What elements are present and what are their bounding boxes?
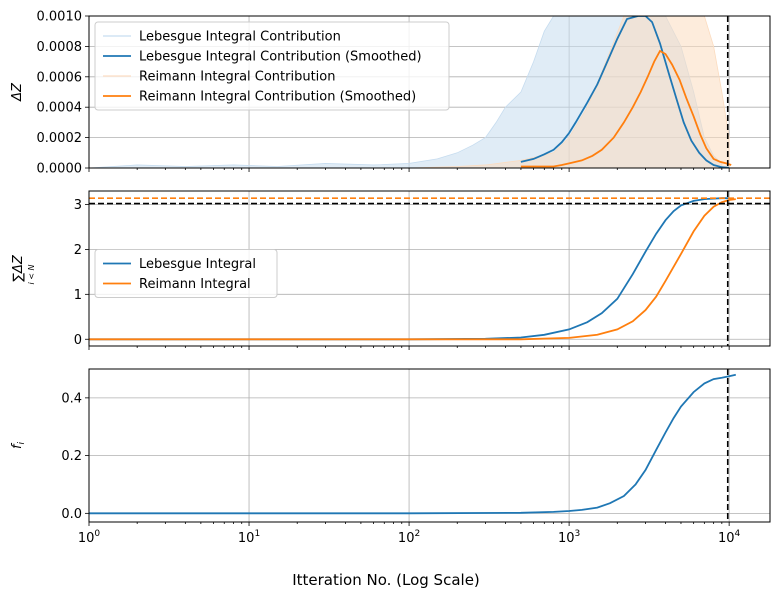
y-tick-label: 0 — [74, 333, 82, 348]
y-tick-label: 0.0002 — [37, 131, 83, 146]
legend-entry: Lebesgue Integral — [139, 257, 256, 272]
x-tick-label: 102 — [398, 529, 420, 546]
y-ticks: 0.0 0.2 0.4 — [61, 391, 89, 522]
legend-frame — [94, 249, 278, 298]
legend-entry: Reimann Integral Contribution (Smoothed) — [139, 90, 416, 105]
series-4-line — [520, 49, 732, 168]
series-2-line — [89, 198, 736, 341]
legend-frame — [94, 21, 450, 111]
series-1-line — [89, 197, 730, 341]
y-tick-label: 0.0 — [61, 507, 82, 522]
y-tick-label: 0.0008 — [37, 40, 83, 55]
grid — [88, 369, 770, 522]
y-ticks: 0.0000 0.0002 0.0004 0.0006 0.0008 0.0010 — [37, 10, 89, 177]
y-tick-label: 0.2 — [61, 449, 82, 464]
legend-entry: Reimann Integral — [139, 277, 251, 292]
y-tick-label: 2 — [74, 243, 82, 258]
y-axis-label: ∑ΔZ — [11, 254, 26, 282]
y-tick-label: 0.0000 — [37, 162, 83, 177]
series-3-raw — [409, 16, 730, 168]
cumulative-sum-panel: 0 1 2 3 ∑ΔZ i < N Lebesgue Integral Reimann Int… — [11, 190, 771, 350]
legend-entry: Reimann Integral Contribution — [139, 70, 336, 85]
series-2-line — [520, 16, 730, 168]
x-tick-label: 104 — [718, 529, 741, 546]
x-tick-label: 100 — [78, 529, 101, 546]
delta-z-panel: 0.0000 0.0002 0.0004 0.0006 0.0008 0.0010 ΔZ Le… — [10, 10, 771, 177]
legend: Lebesgue Integral Reimann Integral — [94, 249, 278, 298]
y-axis-label: fi — [10, 441, 27, 449]
y-tick-label: 3 — [74, 198, 82, 213]
y-axis-label-sub: i < N — [27, 264, 36, 284]
y-ticks: 0 1 2 3 — [74, 198, 89, 348]
axes-frame — [88, 190, 771, 347]
series-1-line — [89, 373, 736, 515]
y-tick-label: 0.0006 — [37, 70, 83, 85]
x-ticks: 100 101 102 103 104 — [78, 522, 741, 546]
legend: Lebesgue Integral Contribution Lebesgue I… — [94, 21, 450, 111]
figure-xlabel: Itteration No. (Log Scale) — [292, 571, 480, 589]
y-tick-label: 0.4 — [61, 391, 82, 406]
x-ticks — [88, 168, 730, 172]
x-tick-label: 101 — [238, 529, 260, 546]
plot-area — [89, 16, 732, 168]
fraction-panel: 100 101 102 103 104 0.0 0.2 0.4 fi — [10, 368, 771, 546]
y-tick-label: 1 — [74, 288, 82, 303]
y-tick-label: 0.0004 — [37, 101, 83, 116]
x-ticks — [88, 346, 730, 350]
plot-area — [89, 191, 770, 346]
legend-entry: Lebesgue Integral Contribution (Smoothed… — [139, 50, 422, 65]
legend-entry: Lebesgue Integral Contribution — [139, 30, 341, 45]
y-axis-label: ΔZ — [10, 82, 25, 102]
x-tick-label: 103 — [558, 529, 580, 546]
plot-area — [89, 369, 736, 522]
axes-frame — [88, 15, 771, 169]
axes-frame — [88, 368, 771, 523]
y-tick-label: 0.0010 — [37, 10, 83, 25]
